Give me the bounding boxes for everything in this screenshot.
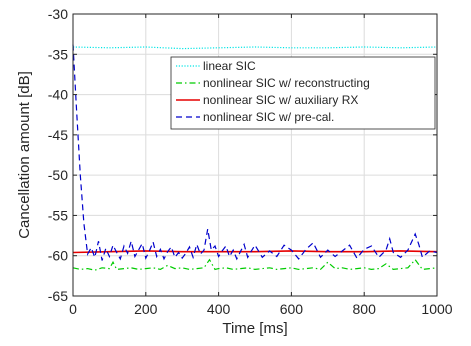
y-tick-label: -50: [48, 167, 68, 183]
series-line-3: [72, 250, 438, 254]
plot-frame: [72, 13, 438, 297]
legend-label: nonlinear SIC w/ auxiliary RX: [203, 93, 358, 107]
legend-label: linear SIC: [203, 59, 256, 73]
legend-box: [170, 56, 436, 130]
legend: linear SIC nonlinear SIC w/ reconstructin…: [170, 56, 436, 130]
y-tick-label: -60: [48, 248, 68, 264]
x-tick-label: 0: [69, 301, 77, 317]
y-tick-label: -65: [48, 288, 68, 304]
y-axis-label: Cancellation amount [dB]: [16, 71, 33, 239]
x-tick-label: 600: [280, 301, 304, 317]
y-tick-label: -45: [48, 127, 68, 143]
y-tick-label: -55: [48, 207, 68, 223]
x-tick-label: 200: [134, 301, 158, 317]
y-tick-label: -30: [48, 6, 68, 22]
x-tick-label: 400: [207, 301, 231, 317]
x-axis-label: Time [ms]: [222, 320, 287, 337]
series-line-2: [72, 258, 438, 271]
x-tick-label: 1000: [421, 301, 452, 317]
series-line-1: [72, 46, 438, 50]
y-tick-label: -40: [48, 87, 68, 103]
legend-label: nonlinear SIC w/ reconstructing: [203, 76, 370, 90]
series-line-4: [72, 44, 438, 261]
series-group: [72, 44, 438, 271]
y-tick-label: -35: [48, 46, 68, 62]
tick-group: 0 200 400 600 800 1000 -65 -60 -55 -50 -45 -40 -35 -3…: [48, 6, 453, 317]
x-tick-label: 800: [353, 301, 377, 317]
legend-label: nonlinear SIC w/ pre-cal.: [203, 110, 334, 124]
